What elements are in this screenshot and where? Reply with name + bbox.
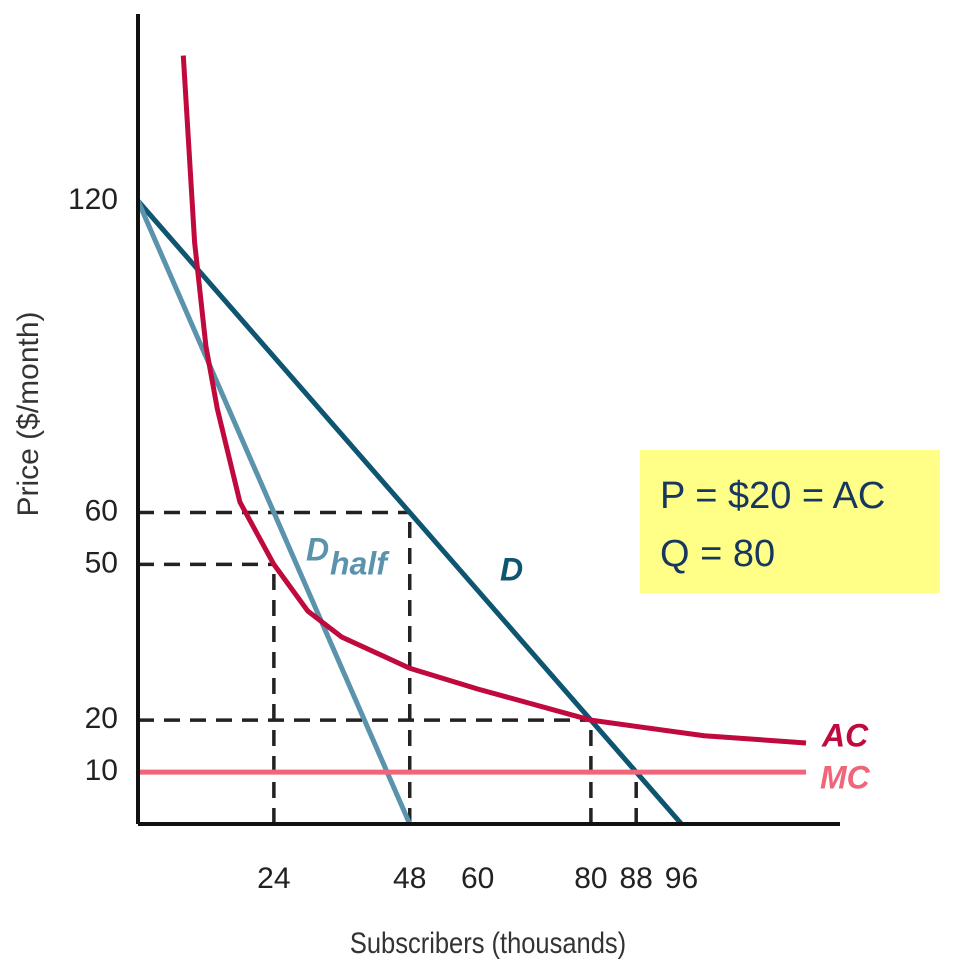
series-label-subscript: half bbox=[330, 545, 390, 581]
x-tick-label: 24 bbox=[257, 862, 290, 895]
annotation-text: P = $20 = AC bbox=[660, 475, 885, 517]
y-tick-label: 10 bbox=[85, 754, 118, 787]
y-tick-label: 50 bbox=[85, 546, 118, 579]
annotation-text: Q = 80 bbox=[660, 533, 775, 575]
y-tick-label: 60 bbox=[85, 494, 118, 527]
x-tick-label: 88 bbox=[620, 862, 653, 895]
x-tick-label: 96 bbox=[665, 862, 698, 895]
series-label: MC bbox=[820, 759, 871, 795]
x-tick-label: 48 bbox=[393, 862, 426, 895]
x-tick-label: 60 bbox=[461, 862, 494, 895]
series-label: D bbox=[500, 551, 523, 587]
y-tick-label: 120 bbox=[68, 183, 118, 216]
x-tick-label: 80 bbox=[574, 862, 607, 895]
series-line bbox=[135, 199, 413, 825]
series-label: D bbox=[306, 531, 329, 567]
y-tick-label: 20 bbox=[85, 702, 118, 735]
y-axis-title: Price ($/month) bbox=[12, 311, 45, 516]
series-label: AC bbox=[821, 717, 869, 753]
x-axis-title: Subscribers (thousands) bbox=[350, 926, 626, 959]
annotation-box bbox=[640, 450, 940, 593]
series-line bbox=[180, 55, 807, 746]
